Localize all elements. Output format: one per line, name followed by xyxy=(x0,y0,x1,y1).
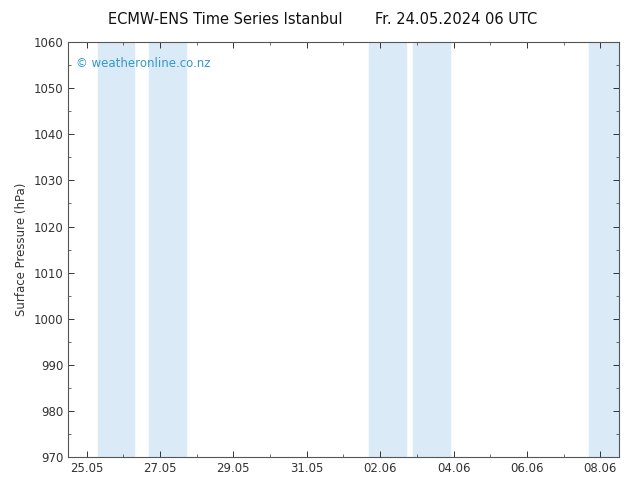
Text: ECMW-ENS Time Series Istanbul: ECMW-ENS Time Series Istanbul xyxy=(108,12,342,27)
Bar xyxy=(149,42,186,457)
Text: Fr. 24.05.2024 06 UTC: Fr. 24.05.2024 06 UTC xyxy=(375,12,538,27)
Bar xyxy=(590,42,634,457)
Bar xyxy=(369,42,406,457)
Y-axis label: Surface Pressure (hPa): Surface Pressure (hPa) xyxy=(15,183,28,316)
Text: © weatheronline.co.nz: © weatheronline.co.nz xyxy=(77,56,211,70)
Bar xyxy=(413,42,450,457)
Bar xyxy=(98,42,134,457)
